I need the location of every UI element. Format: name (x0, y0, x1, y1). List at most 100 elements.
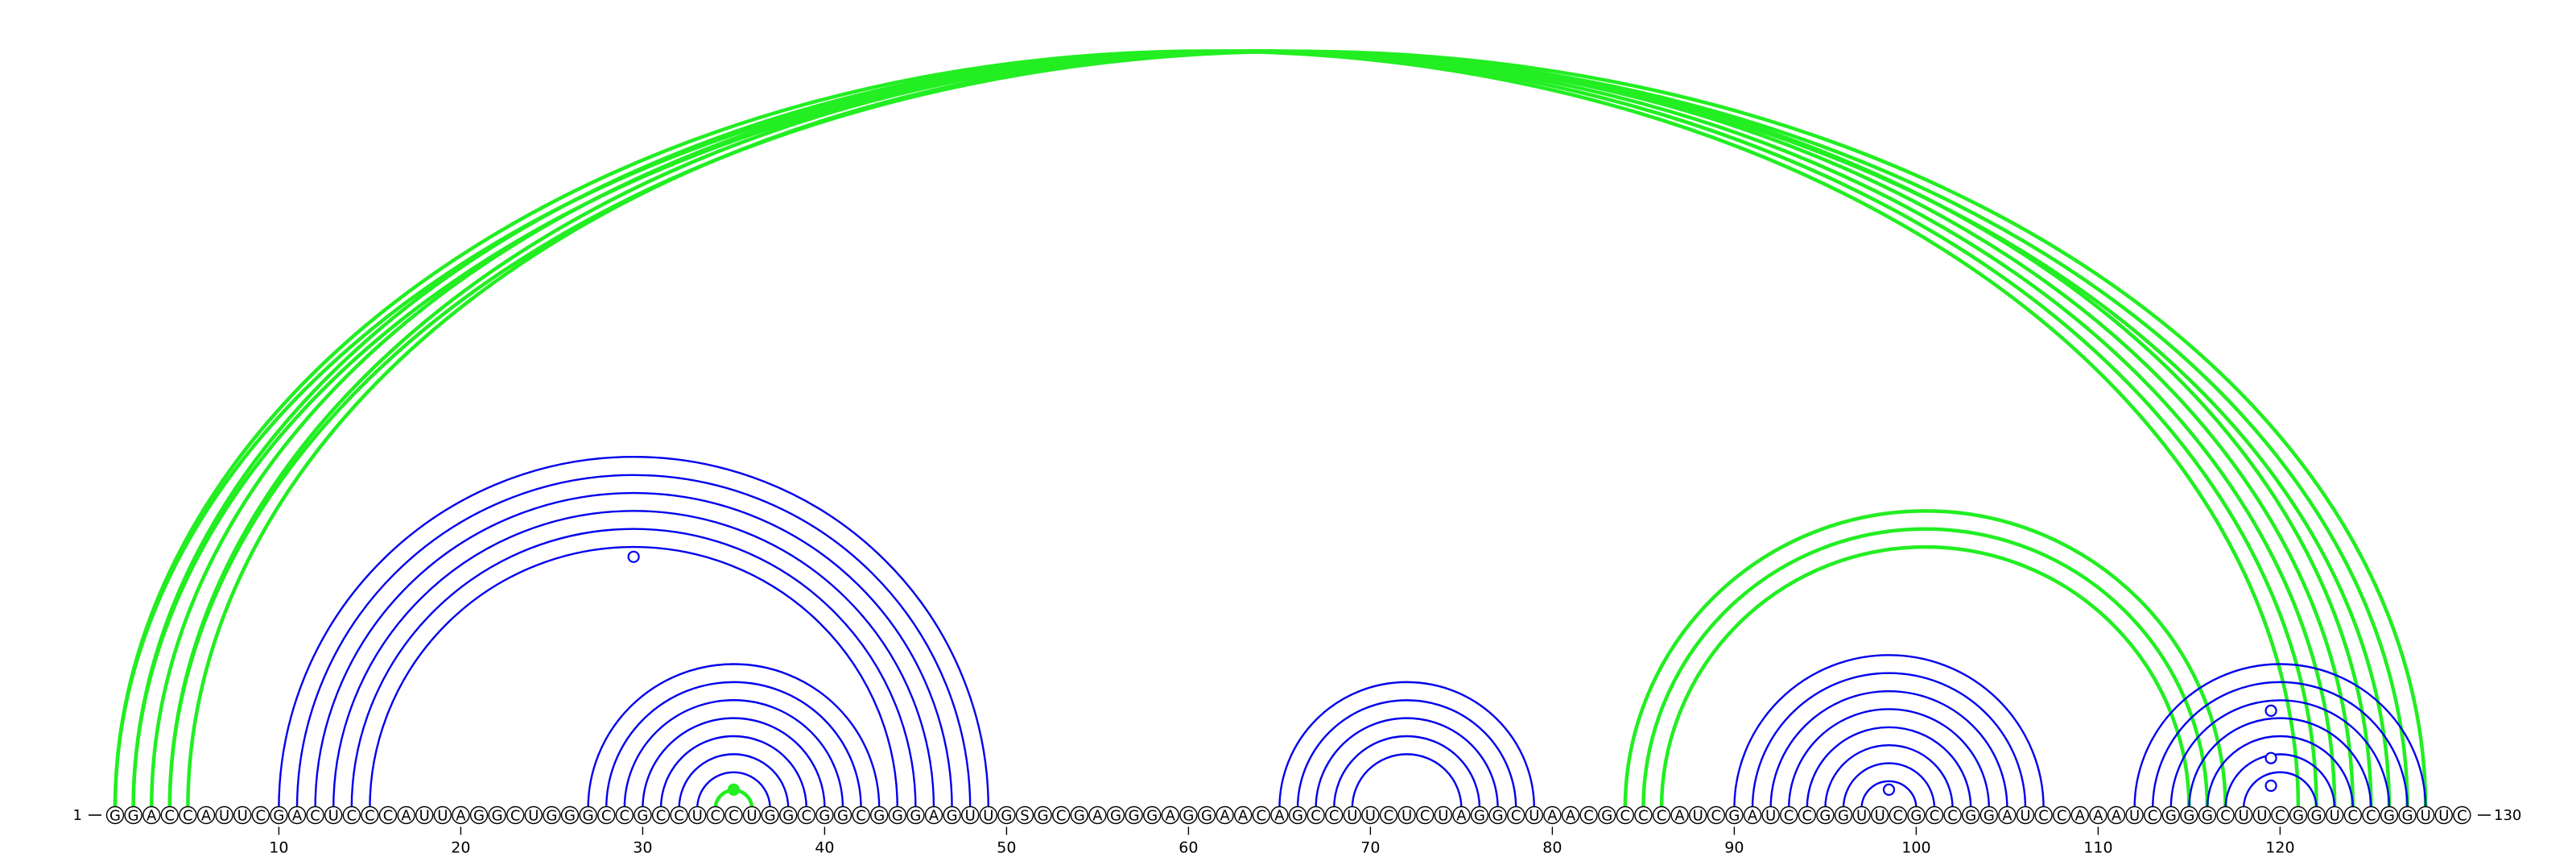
nucleotide-circle-84 (1616, 805, 1635, 825)
nucleotide-circle-2 (124, 805, 142, 825)
nucleotide-letter-124: C (2348, 808, 2359, 825)
nucleotide-circle-123 (2325, 805, 2344, 825)
base-pair-arc-31-39 (659, 735, 807, 809)
nucleotide-circle-103 (1961, 805, 1980, 825)
nucleotide-letter-43: G (873, 808, 885, 825)
nucleotide-circle-79 (1525, 805, 1544, 825)
nucleotide-circle-56 (1106, 805, 1125, 825)
nucleotide-circle-73 (1415, 805, 1435, 825)
nucleotide-letter-58: G (1146, 808, 1158, 825)
nucleotide-circle-78 (1506, 805, 1525, 825)
nucleotide-circle-74 (1434, 805, 1453, 825)
base-pair-arc-12-47 (314, 491, 953, 809)
nucleotide-circle-65 (1270, 805, 1289, 825)
nucleotide-letter-94: C (1802, 808, 1813, 825)
nucleotide-circle-13 (324, 805, 343, 825)
nucleotide-letter-121: G (2293, 808, 2304, 825)
nucleotide-letter-110: A (2093, 808, 2103, 825)
base-pair-arc-84-117 (1623, 509, 2227, 809)
nucleotide-circle-124 (2343, 805, 2363, 825)
base-pair-arc-1-126 (113, 49, 2392, 809)
nucleotide-letter-114: G (2165, 808, 2177, 825)
nucleotide-circle-12 (306, 805, 324, 825)
nucleotide-letter-77: G (1492, 808, 1504, 825)
nucleotide-letter-35: C (729, 808, 739, 825)
nucleotide-letter-38: G (782, 808, 794, 825)
tick-label-90: 90 (1724, 839, 1744, 857)
nucleotide-circle-53 (1051, 805, 1071, 825)
nucleotide-circle-101 (1925, 805, 1944, 825)
nucleotide-circle-8 (233, 805, 252, 825)
nucleotide-circle-121 (2289, 805, 2308, 825)
nucleotide-letter-20: A (456, 808, 466, 825)
nucleotide-letter-89: C (1711, 808, 1722, 825)
base-pair-arc-94-103 (1806, 726, 1972, 809)
nucleotide-circle-41 (833, 805, 852, 825)
nucleotide-letter-61: G (1201, 808, 1212, 825)
nucleotide-letter-42: C (856, 808, 866, 825)
nucleotide-circle-129 (2434, 805, 2454, 825)
nucleotide-letter-81: A (1566, 808, 1576, 825)
nucleotide-letter-75: A (1456, 808, 1467, 825)
nucleotide-letter-55: A (1092, 808, 1103, 825)
nucleotide-circle-44 (888, 805, 907, 825)
nucleotide-letter-130: C (2457, 808, 2467, 825)
nucleotide-circle-87 (1670, 805, 1689, 825)
nucleotide-letter-8: U (237, 808, 248, 825)
nucleotide-letter-66: G (1292, 808, 1303, 825)
nucleotide-letter-98: U (1875, 808, 1885, 825)
nucleotide-circle-75 (1452, 805, 1471, 825)
nucleotide-letter-47: G (947, 808, 958, 825)
nucleotide-circle-68 (1324, 805, 1344, 825)
nucleotide-circle-83 (1597, 805, 1616, 825)
nucleotide-letter-126: G (2384, 808, 2395, 825)
base-pair-arc-113-127 (2152, 681, 2409, 809)
nucleotide-letter-52: G (1038, 808, 1049, 825)
nucleotide-circle-86 (1652, 805, 1671, 825)
base-pair-arc-117-123 (2224, 753, 2336, 809)
base-pair-arc-66-78 (1296, 699, 1517, 809)
nucleotide-letter-115: G (2183, 808, 2194, 825)
nucleotide-letter-123: U (2330, 808, 2340, 825)
nucleotide-circle-61 (1197, 805, 1216, 825)
nucleotide-letter-28: C (601, 808, 612, 825)
tick-label-100: 100 (1901, 839, 1930, 857)
nucleotide-letter-101: C (1930, 808, 1940, 825)
nucleotide-circle-64 (1252, 805, 1271, 825)
arc-marker-3 (2264, 704, 2277, 718)
nucleotide-letter-53: C (1056, 808, 1067, 825)
nucleotide-circle-17 (397, 805, 415, 825)
nucleotide-circle-30 (634, 805, 652, 825)
nucleotide-letter-34: C (711, 808, 721, 825)
nucleotide-circle-82 (1579, 805, 1598, 825)
nucleotide-letter-120: C (2275, 808, 2285, 825)
arcs-layer (113, 49, 2428, 809)
nucleotide-letter-95: G (1819, 808, 1831, 825)
nucleotide-circle-85 (1634, 805, 1653, 825)
nucleotide-circle-125 (2362, 805, 2380, 825)
nucleotide-letter-27: G (583, 808, 594, 825)
base-pair-arc-10-49 (278, 456, 989, 809)
base-pair-arc-112-128 (2133, 663, 2427, 809)
nucleotide-circle-40 (815, 805, 834, 825)
nucleotide-circle-19 (433, 805, 452, 825)
nucleotide-circle-71 (1379, 805, 1398, 825)
nucleotide-letter-90: G (1728, 808, 1740, 825)
nucleotide-circle-92 (1761, 805, 1780, 825)
nucleotide-letter-71: C (1384, 808, 1394, 825)
nucleotide-letter-107: C (2038, 808, 2049, 825)
nucleotide-letter-11: A (292, 808, 303, 825)
end-label: 130 (2494, 807, 2521, 824)
base-pair-arc-32-38 (678, 753, 790, 809)
base-pair-arc-5-125 (186, 49, 2373, 809)
nucleotide-letter-44: G (892, 808, 903, 825)
base-pair-arc-118-122 (2243, 771, 2318, 809)
nucleotide-circle-116 (2198, 805, 2217, 825)
nucleotide-letter-50: G (1001, 808, 1012, 825)
tick-label-120: 120 (2265, 839, 2294, 857)
tick-label-60: 60 (1179, 839, 1198, 857)
nucleotide-letter-128: U (2421, 808, 2431, 825)
nucleotide-letter-41: G (837, 808, 848, 825)
nucleotide-letter-60: G (1183, 808, 1194, 825)
